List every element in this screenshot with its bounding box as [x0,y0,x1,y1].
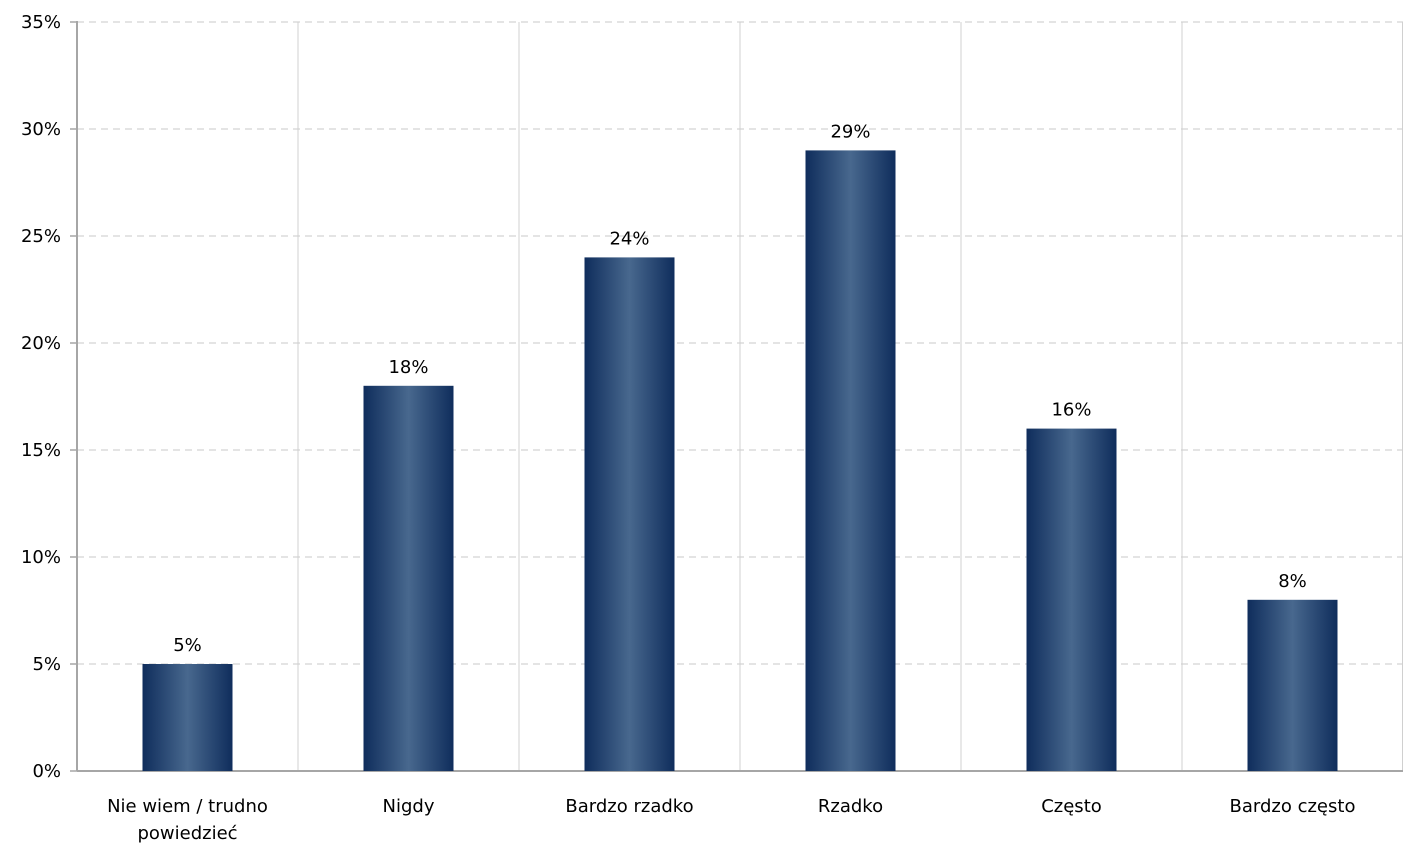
bar-2 [584,257,675,771]
data-label-2: 24% [609,228,649,249]
category-label-line: Nigdy [383,796,435,817]
bars [142,150,1338,771]
y-tick-label: 10% [21,547,61,568]
bar-3 [805,150,896,771]
data-label-0: 5% [173,635,202,656]
y-tick-label: 35% [21,12,61,33]
bar-0 [142,664,233,771]
y-tick-label: 20% [21,333,61,354]
bar-5 [1247,599,1338,771]
x-axis-category-labels: Nie wiem / trudno powiedzieć Nigdy Bardzo r… [107,796,1355,844]
category-label-line: Rzadko [818,796,883,817]
category-label-0: Nie wiem / trudno powiedzieć [107,796,268,844]
data-labels: 5% 18% 24% 29% 16% 8% [173,121,1307,656]
category-label-line: powiedzieć [137,823,237,844]
y-tick-label: 30% [21,119,61,140]
data-label-4: 16% [1051,400,1091,421]
axes [70,21,1403,772]
y-tick-label: 0% [32,761,61,782]
y-tick-label: 25% [21,226,61,247]
category-label-2: Bardzo rzadko [565,796,693,817]
data-label-3: 29% [830,121,870,142]
bar-1 [363,385,454,771]
category-label-3: Rzadko [818,796,883,817]
data-label-5: 8% [1278,571,1307,592]
y-axis-tick-labels: 0% 5% 10% 15% 20% 25% 30% 35% [21,12,61,782]
category-label-5: Bardzo często [1230,796,1356,817]
category-label-line: Bardzo rzadko [565,796,693,817]
category-label-4: Często [1041,796,1102,817]
category-label-1: Nigdy [383,796,435,817]
y-tick-label: 15% [21,440,61,461]
y-tick-label: 5% [32,654,61,675]
category-label-line: Nie wiem / trudno [107,796,268,817]
category-label-line: Bardzo często [1230,796,1356,817]
category-label-line: Często [1041,796,1102,817]
bar-4 [1026,428,1117,771]
data-label-1: 18% [388,357,428,378]
